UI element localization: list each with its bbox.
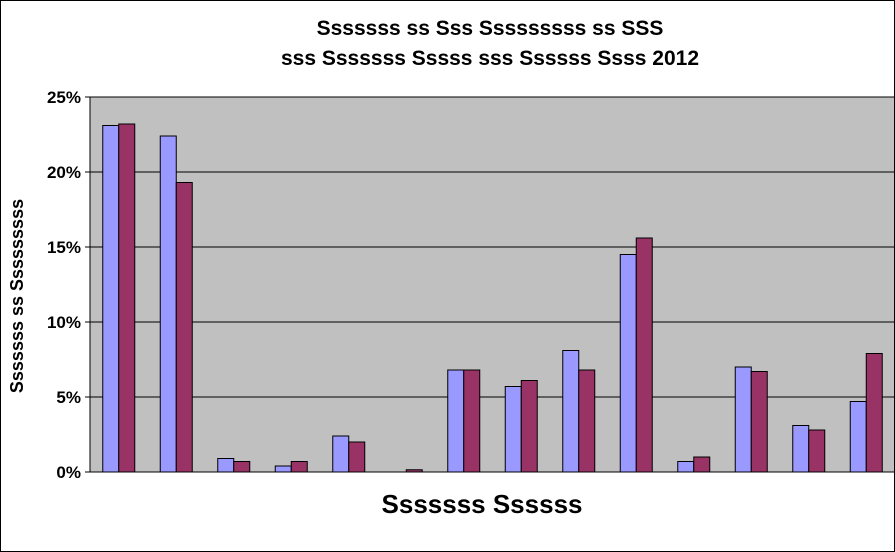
y-tick-label: 5%: [56, 388, 81, 407]
bar-series-2: [635, 237, 653, 473]
x-axis-title: Sssssss Ssssss: [382, 489, 583, 519]
chart-title-line-2: sss Sssssss Sssss sss Ssssss Ssss 2012: [281, 47, 699, 70]
bar-series-1: [677, 461, 695, 473]
bar-series-1: [159, 135, 177, 473]
y-tick-label: 15%: [47, 238, 81, 257]
bar-series-1: [504, 386, 522, 473]
bar-series-2: [348, 441, 366, 473]
bar-series-1: [619, 254, 637, 473]
bar-series-1: [734, 366, 752, 473]
bar-series-2: [463, 369, 481, 473]
plot-area: [90, 97, 894, 472]
bar-series-2: [290, 461, 308, 473]
bar-series-2: [175, 182, 193, 473]
bar-series-2: [808, 429, 826, 473]
bar-series-2: [520, 380, 538, 473]
bar-series-2: [578, 369, 596, 473]
bar-series-2: [118, 123, 136, 473]
bar-series-1: [332, 435, 350, 473]
bar-series-2: [233, 461, 251, 473]
y-tick-label: 0%: [56, 463, 81, 482]
y-tick-label: 20%: [47, 163, 81, 182]
y-tick-label: 10%: [47, 313, 81, 332]
bar-series-1: [562, 350, 580, 473]
y-axis-ticks: 0% 5% 10% 15% 20% 25%: [47, 88, 90, 482]
bar-series-1: [792, 425, 810, 473]
bar-series-1: [217, 458, 235, 473]
chart-title-line-1: Sssssss ss Sss Sssssssss ss SSS: [317, 17, 664, 40]
bar-series-2: [750, 371, 768, 473]
bar-series-1: [274, 465, 292, 473]
bars: [102, 123, 883, 473]
y-tick-label: 25%: [47, 88, 81, 107]
y-axis-title: Sssssss ss Sssssssss: [7, 199, 27, 393]
bar-series-2: [865, 353, 883, 473]
bar-series-2: [693, 456, 711, 473]
bar-series-1: [102, 125, 120, 473]
bar-series-1: [447, 369, 465, 473]
bar-series-1: [849, 401, 867, 473]
